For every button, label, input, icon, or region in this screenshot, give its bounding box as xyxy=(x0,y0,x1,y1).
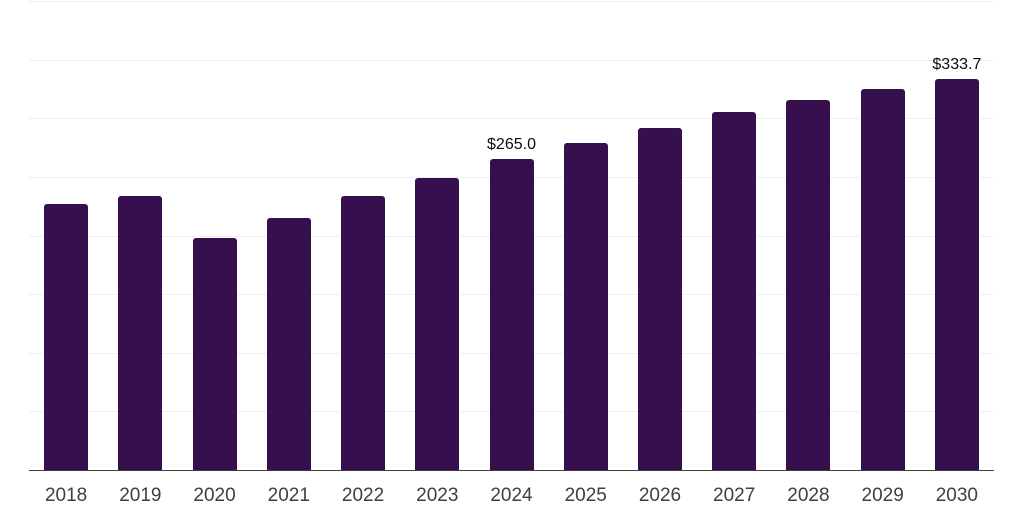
x-tick-2019: 2019 xyxy=(119,485,162,506)
x-tick-2023: 2023 xyxy=(416,485,459,506)
value-label-2030: $333.7 xyxy=(932,55,982,73)
bar-2026 xyxy=(637,127,682,470)
x-tick-2026: 2026 xyxy=(638,485,682,506)
gridline-350 xyxy=(29,59,994,61)
bar-2019 xyxy=(118,196,163,470)
plot-area: $265.0 $333.7 xyxy=(29,1,994,471)
x-tick-2029: 2029 xyxy=(861,485,904,506)
x-tick-2025: 2025 xyxy=(564,485,607,506)
bar-2020 xyxy=(192,238,237,470)
x-tick-2018: 2018 xyxy=(44,485,88,506)
bar-2024 xyxy=(489,159,534,470)
bar-2022 xyxy=(341,195,386,470)
bar-2029 xyxy=(860,88,905,470)
x-tick-2027: 2027 xyxy=(713,485,756,506)
bar-2023 xyxy=(415,178,460,470)
bar-2025 xyxy=(563,143,608,470)
bar-2028 xyxy=(786,99,831,470)
gridline-400 xyxy=(29,1,994,2)
value-label-2024: $265.0 xyxy=(487,136,536,154)
bar-2018 xyxy=(44,203,89,470)
bar-2027 xyxy=(712,112,757,470)
x-tick-2024: 2024 xyxy=(490,485,533,506)
x-tick-2028: 2028 xyxy=(787,485,830,506)
gridline-300 xyxy=(29,118,994,120)
bar-2030 xyxy=(934,78,979,470)
x-tick-2021: 2021 xyxy=(267,485,310,506)
bar-2021 xyxy=(266,218,311,470)
x-tick-2030: 2030 xyxy=(935,485,979,506)
x-tick-2020: 2020 xyxy=(193,485,236,506)
x-axis: 2018 2019 2020 2021 2022 2023 2024 2025 2026 2027… xyxy=(29,471,994,511)
x-tick-2022: 2022 xyxy=(341,485,385,506)
